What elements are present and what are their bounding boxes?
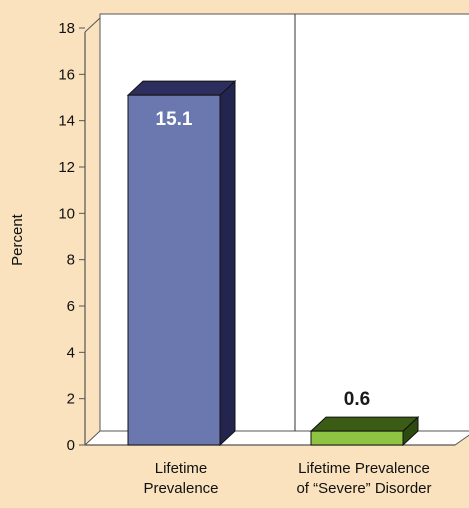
y-axis-label: Percent	[9, 213, 26, 266]
x-category-label-line: of “Severe” Disorder	[296, 480, 431, 497]
bar-value-label: 0.6	[344, 389, 370, 410]
y-tick-label: 0	[67, 437, 75, 454]
bar-2	[309, 415, 420, 447]
x-category-label-line: Prevalence	[143, 480, 218, 497]
y-axis-depth-line	[84, 17, 101, 33]
bar-side	[219, 80, 236, 447]
bar-1	[126, 80, 237, 447]
bar-top	[309, 416, 420, 432]
x-category-label-line: Lifetime Prevalence	[298, 460, 430, 477]
bars: 15.1 0.6	[126, 80, 420, 447]
x-category-label-line: Lifetime	[155, 460, 208, 477]
y-tick-label: 12	[58, 159, 75, 176]
x-category-label: Lifetime Prevalence	[143, 460, 218, 497]
y-tick-label: 2	[67, 391, 75, 408]
y-tick-label: 10	[58, 205, 75, 222]
y-tick-label: 8	[67, 252, 75, 269]
bar-front	[127, 94, 221, 446]
y-tick-label: 16	[58, 66, 75, 83]
bar-front	[310, 430, 404, 446]
bar-value-label: 15.1	[156, 109, 193, 130]
y-tick-label: 4	[67, 344, 75, 361]
y-tick-label: 14	[58, 113, 75, 130]
y-tick-label: 6	[67, 298, 75, 315]
x-category-label: Lifetime Prevalence of “Severe” Disorder	[296, 460, 431, 497]
bar-top	[126, 80, 237, 96]
y-tick-label: 18	[58, 20, 75, 37]
y-tick-labels: 0 2 4 6 8 10 12 14 16 18	[58, 20, 85, 454]
